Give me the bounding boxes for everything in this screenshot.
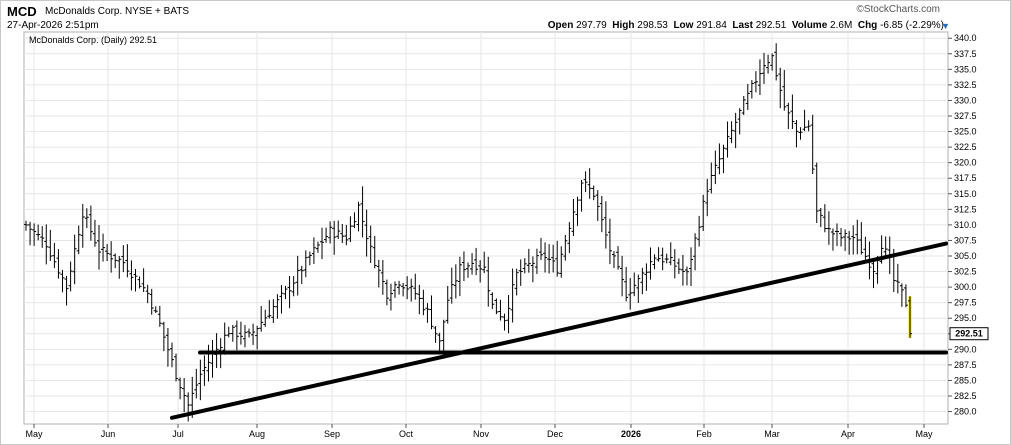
- y-tick-label: 297.5: [954, 298, 977, 308]
- chevron-down-icon[interactable]: ▼: [941, 21, 950, 31]
- x-tick-label: Nov: [473, 429, 490, 439]
- last-value-box: [949, 327, 989, 341]
- open-value: 297.79: [576, 20, 607, 31]
- chart-title: McDonalds Corp. (Daily) 292.51: [29, 35, 157, 45]
- y-tick-label: 310.0: [954, 220, 977, 230]
- x-tick-label: Mar: [764, 429, 780, 439]
- low-value: 291.84: [696, 20, 727, 31]
- y-tick-label: 315.0: [954, 189, 977, 199]
- y-tick-label: 295.0: [954, 313, 977, 323]
- quote-summary: Open 297.79 High 298.53 Low 291.84 Last …: [548, 20, 944, 31]
- company-label: McDonalds Corp. NYSE + BATS: [45, 6, 190, 17]
- y-tick-label: 307.5: [954, 235, 977, 245]
- x-tick-label: Dec: [547, 429, 564, 439]
- chg-value: -6.85 (-2.29%): [880, 20, 944, 31]
- y-tick-label: 327.5: [954, 111, 977, 121]
- x-tick-label: Sep: [324, 429, 340, 439]
- y-tick-label: 285.0: [954, 375, 977, 385]
- y-tick-label: 332.5: [954, 80, 977, 90]
- y-tick-label: 337.5: [954, 49, 977, 59]
- y-tick-label: 282.5: [954, 391, 977, 401]
- open-label: Open: [547, 20, 574, 31]
- x-tick-label: Feb: [696, 429, 712, 439]
- chg-label: Chg: [857, 20, 878, 31]
- x-tick-label: May: [915, 429, 933, 439]
- low-label: Low: [673, 20, 694, 31]
- high-value: 298.53: [637, 20, 668, 31]
- y-tick-label: 287.5: [954, 360, 977, 370]
- y-tick-label: 317.5: [954, 173, 977, 183]
- x-tick-label: 2026: [621, 429, 641, 439]
- x-tick-label: Jul: [172, 429, 184, 439]
- y-tick-label: 305.0: [954, 251, 977, 261]
- volume-label: Volume: [791, 20, 828, 31]
- x-tick-label: Jun: [101, 429, 116, 439]
- x-tick-label: Oct: [399, 429, 414, 439]
- y-tick-label: 312.5: [954, 204, 977, 214]
- high-label: High: [612, 20, 635, 31]
- symbol-label: MCD: [7, 4, 37, 19]
- y-tick-label: 322.5: [954, 142, 977, 152]
- x-tick-label: Apr: [841, 429, 855, 439]
- x-tick-label: May: [25, 429, 43, 439]
- y-tick-label: 302.5: [954, 267, 977, 277]
- support-trendline: [170, 241, 948, 420]
- y-tick-label: 335.0: [954, 64, 977, 74]
- brand-label: ©StockCharts.com: [856, 4, 940, 15]
- y-tick-label: 320.0: [954, 158, 977, 168]
- last-value-label: 292.51: [955, 329, 983, 339]
- y-tick-label: 290.0: [954, 344, 977, 354]
- y-tick-label: 340.0: [954, 33, 977, 43]
- y-tick-label: 330.0: [954, 95, 977, 105]
- last-value: 292.51: [755, 20, 787, 31]
- last-label: Last: [732, 20, 753, 31]
- volume-value: 2.6M: [830, 20, 853, 31]
- x-tick-label: Aug: [249, 429, 265, 439]
- timestamp-label: 27-Apr-2026 2:51pm: [7, 20, 99, 31]
- y-tick-label: 325.0: [954, 127, 977, 137]
- y-tick-label: 300.0: [954, 282, 977, 292]
- y-tick-label: 280.0: [954, 407, 977, 417]
